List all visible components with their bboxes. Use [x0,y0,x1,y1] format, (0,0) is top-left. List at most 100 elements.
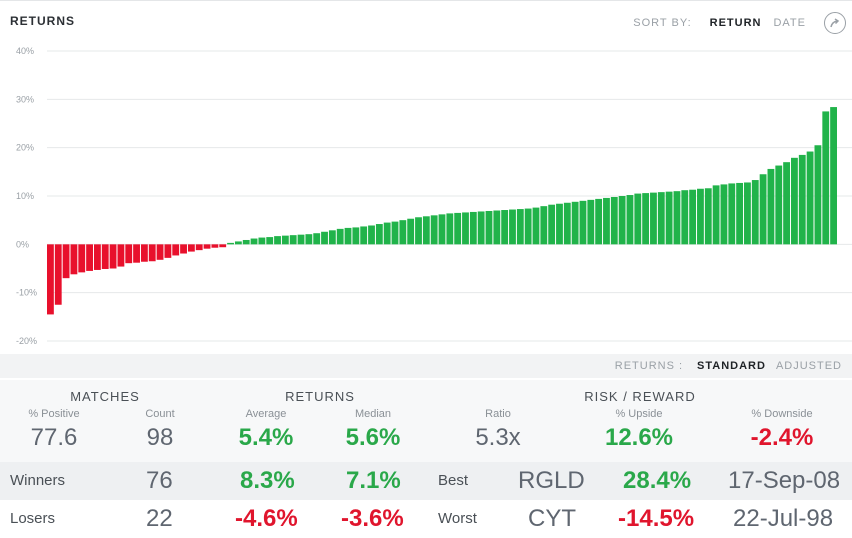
best-ticker[interactable]: RGLD [518,467,585,494]
sort-option-return[interactable]: RETURN [709,17,762,29]
positive-return-bar[interactable] [618,196,626,245]
positive-return-bar[interactable] [532,207,540,245]
positive-return-bar[interactable] [720,184,728,245]
negative-return-bar[interactable] [109,244,117,269]
positive-return-bar[interactable] [603,197,610,245]
positive-return-bar[interactable] [493,210,501,245]
positive-return-bar[interactable] [485,210,493,245]
share-arrow-icon[interactable] [824,12,846,34]
negative-return-bar[interactable] [47,244,54,315]
negative-return-bar[interactable] [62,244,70,279]
positive-return-bar[interactable] [438,214,446,245]
positive-return-bar[interactable] [728,183,736,245]
positive-return-bar[interactable] [610,196,618,245]
positive-return-bar[interactable] [321,231,328,245]
positive-return-bar[interactable] [383,222,391,245]
positive-return-bar[interactable] [665,191,673,245]
positive-return-bar[interactable] [399,220,407,245]
positive-return-bar[interactable] [305,234,313,245]
positive-return-bar[interactable] [266,237,274,245]
positive-return-bar[interactable] [509,209,516,245]
positive-return-bar[interactable] [595,198,603,245]
returns-option-standard[interactable]: STANDARD [697,360,766,372]
positive-return-bar[interactable] [344,227,352,245]
negative-return-bar[interactable] [195,244,203,251]
positive-return-bar[interactable] [642,193,650,245]
negative-return-bar[interactable] [54,244,62,305]
positive-return-bar[interactable] [587,199,595,245]
positive-return-bar[interactable] [360,226,368,245]
positive-return-bar[interactable] [704,188,712,245]
positive-return-bar[interactable] [328,230,336,245]
positive-return-bar[interactable] [736,182,744,245]
negative-return-bar[interactable] [93,244,101,270]
positive-return-bar[interactable] [313,233,321,245]
positive-return-bar[interactable] [516,209,524,245]
positive-return-bar[interactable] [634,193,642,245]
positive-return-bar[interactable] [540,206,548,245]
positive-return-bar[interactable] [798,154,806,245]
positive-return-bar[interactable] [477,211,485,245]
negative-return-bar[interactable] [164,244,172,258]
negative-return-bar[interactable] [140,244,148,262]
positive-return-bar[interactable] [375,224,383,245]
positive-return-bar[interactable] [830,107,837,245]
positive-return-bar[interactable] [775,165,783,245]
positive-return-bar[interactable] [242,239,250,245]
positive-return-bar[interactable] [791,157,798,245]
positive-return-bar[interactable] [274,236,281,245]
positive-return-bar[interactable] [227,242,234,245]
negative-return-bar[interactable] [187,244,195,252]
worst-ticker[interactable]: CYT [528,505,576,532]
positive-return-bar[interactable] [391,221,399,245]
positive-return-bar[interactable] [352,227,360,245]
negative-return-bar[interactable] [125,244,133,264]
positive-return-bar[interactable] [767,168,775,245]
positive-return-bar[interactable] [759,174,767,245]
negative-return-bar[interactable] [172,244,180,256]
negative-return-bar[interactable] [156,244,164,260]
positive-return-bar[interactable] [712,185,720,245]
positive-return-bar[interactable] [407,218,415,245]
positive-return-bar[interactable] [689,189,697,245]
positive-return-bar[interactable] [563,202,571,245]
positive-return-bar[interactable] [524,208,532,245]
positive-return-bar[interactable] [368,225,375,245]
negative-return-bar[interactable] [203,244,211,249]
positive-return-bar[interactable] [783,162,791,245]
negative-return-bar[interactable] [70,244,78,275]
positive-return-bar[interactable] [415,217,422,245]
positive-return-bar[interactable] [751,180,759,245]
positive-return-bar[interactable] [289,235,297,245]
negative-return-bar[interactable] [101,244,109,269]
positive-return-bar[interactable] [446,213,454,245]
positive-return-bar[interactable] [336,228,344,245]
positive-return-bar[interactable] [650,192,657,245]
positive-return-bar[interactable] [454,212,462,245]
positive-return-bar[interactable] [297,234,305,245]
positive-return-bar[interactable] [501,210,509,245]
positive-return-bar[interactable] [673,191,681,245]
positive-return-bar[interactable] [250,238,258,245]
positive-return-bar[interactable] [626,195,634,245]
positive-return-bar[interactable] [571,201,579,245]
negative-return-bar[interactable] [117,244,125,267]
positive-return-bar[interactable] [556,203,563,245]
negative-return-bar[interactable] [133,244,140,263]
returns-option-adjusted[interactable]: ADJUSTED [775,360,842,372]
negative-return-bar[interactable] [78,244,86,273]
negative-return-bar[interactable] [86,244,93,271]
negative-return-bar[interactable] [148,244,156,262]
positive-return-bar[interactable] [422,216,430,245]
positive-return-bar[interactable] [462,212,469,245]
negative-return-bar[interactable] [219,244,227,248]
positive-return-bar[interactable] [258,237,266,245]
positive-return-bar[interactable] [814,145,822,245]
sort-option-date[interactable]: DATE [773,17,806,29]
positive-return-bar[interactable] [744,182,751,245]
negative-return-bar[interactable] [211,244,219,248]
positive-return-bar[interactable] [681,190,689,245]
negative-return-bar[interactable] [180,244,187,254]
positive-return-bar[interactable] [657,192,665,245]
positive-return-bar[interactable] [430,215,438,245]
